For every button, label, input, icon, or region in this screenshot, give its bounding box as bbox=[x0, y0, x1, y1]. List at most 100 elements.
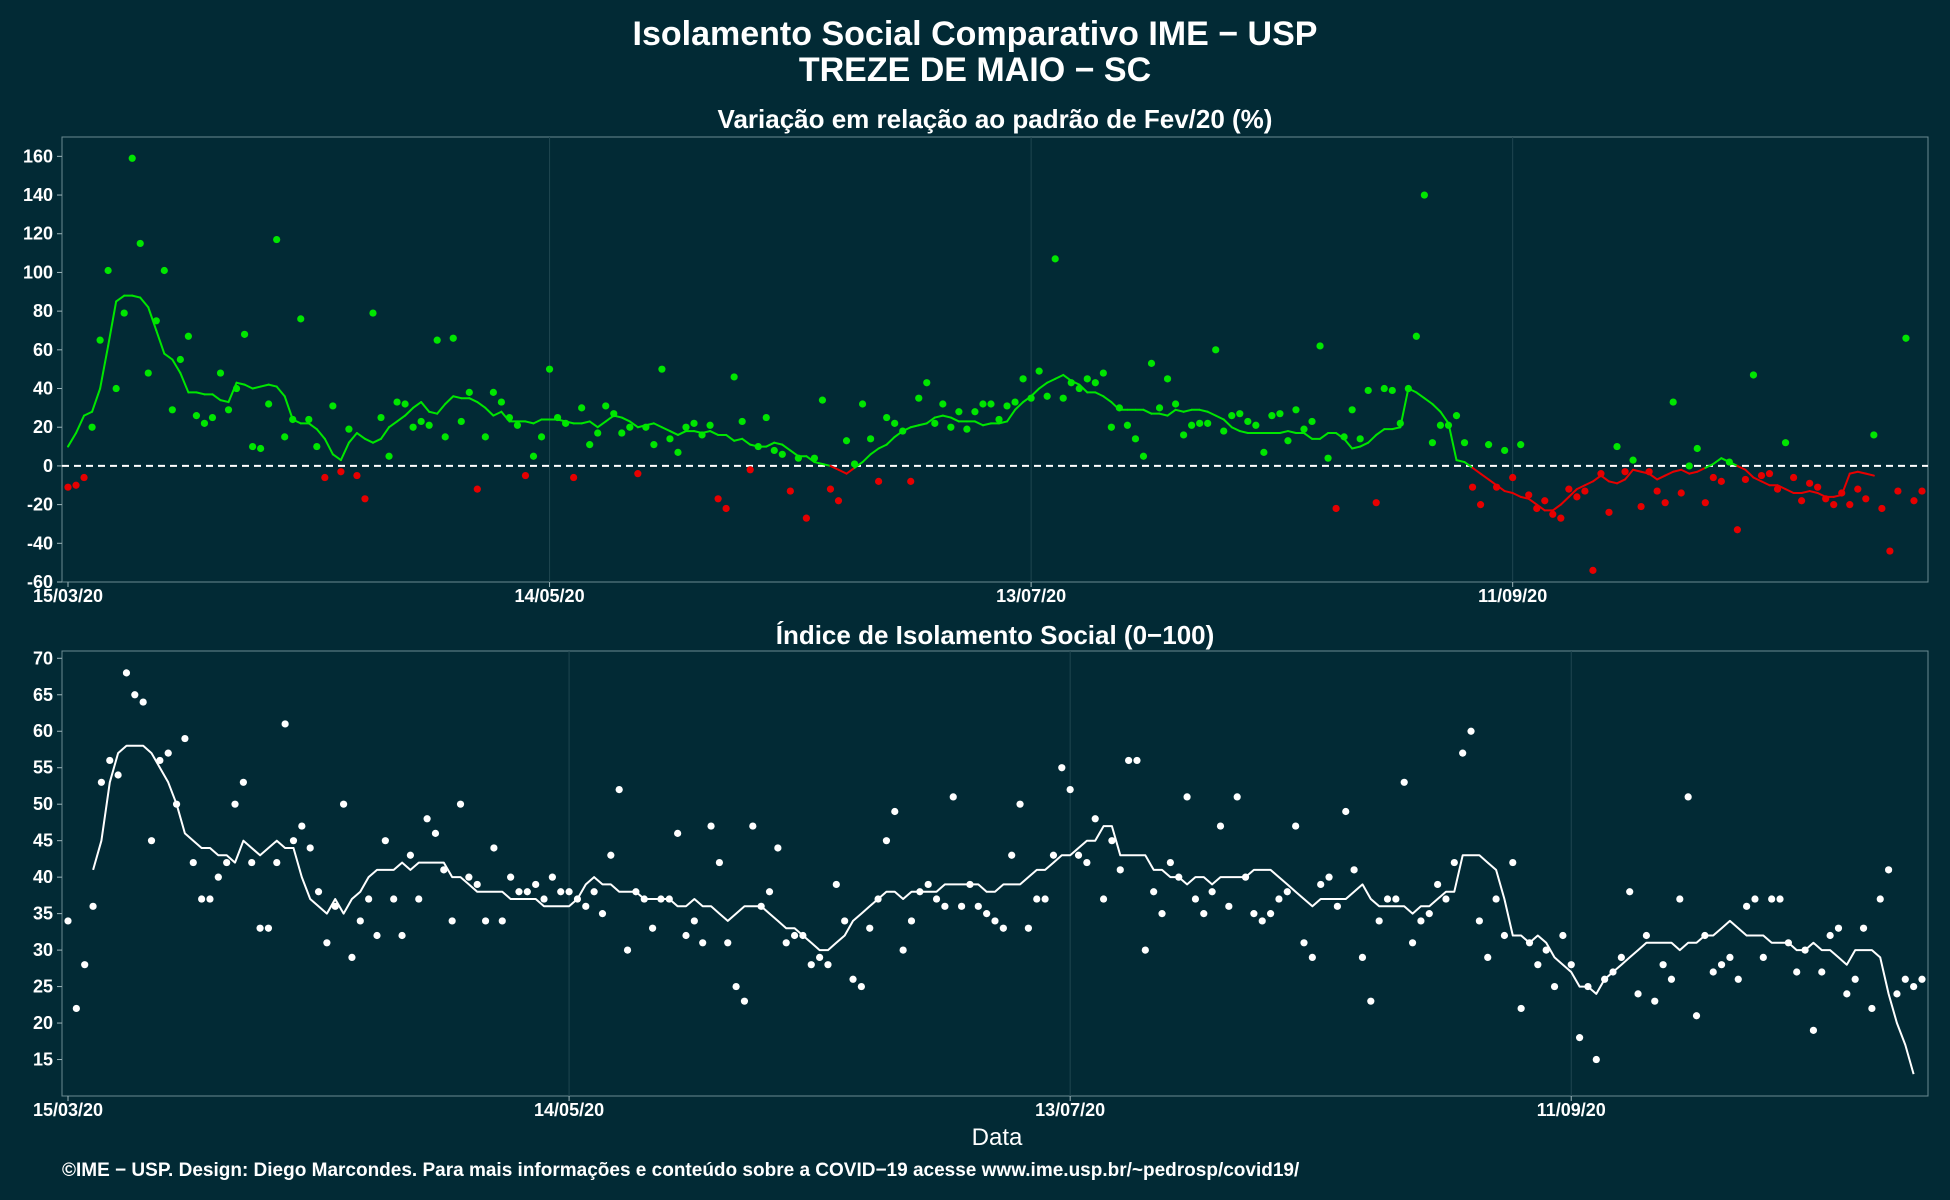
moving-average-segment bbox=[492, 410, 503, 417]
daily-point bbox=[866, 435, 875, 443]
daily-point bbox=[882, 837, 891, 845]
daily-point bbox=[724, 939, 732, 947]
daily-point bbox=[147, 837, 156, 845]
moving-average-segment bbox=[1704, 462, 1715, 469]
daily-point bbox=[931, 419, 939, 427]
moving-average-segment bbox=[219, 399, 230, 404]
moving-average-segment bbox=[652, 422, 663, 429]
daily-point bbox=[80, 473, 88, 482]
daily-point bbox=[114, 771, 122, 779]
daily-point bbox=[1059, 394, 1067, 402]
daily-point bbox=[1091, 815, 1099, 823]
daily-point bbox=[1525, 939, 1534, 947]
daily-point bbox=[782, 939, 790, 947]
daily-point bbox=[385, 452, 393, 460]
daily-point bbox=[842, 437, 851, 445]
daily-point bbox=[1163, 375, 1172, 383]
daily-point bbox=[1027, 394, 1035, 402]
daily-point bbox=[1019, 375, 1027, 383]
daily-point bbox=[1557, 514, 1565, 522]
daily-point bbox=[1741, 475, 1750, 484]
moving-average-segment bbox=[67, 432, 78, 448]
daily-point bbox=[1316, 342, 1324, 350]
moving-average-segment bbox=[813, 461, 824, 465]
daily-point bbox=[1567, 961, 1575, 969]
daily-point bbox=[390, 895, 398, 903]
daily-point bbox=[1434, 880, 1442, 889]
moving-average-segment bbox=[1519, 495, 1530, 500]
daily-point bbox=[164, 749, 172, 757]
daily-point bbox=[987, 400, 995, 408]
panel2-title: Índice de Isolamento Social (0−100) bbox=[776, 620, 1215, 650]
daily-point bbox=[799, 931, 807, 940]
daily-point bbox=[1573, 493, 1581, 501]
daily-point bbox=[465, 873, 473, 881]
x-tick-label: 14/05/20 bbox=[515, 586, 585, 606]
moving-average-segment bbox=[869, 447, 880, 456]
daily-point bbox=[1886, 547, 1894, 555]
daily-point bbox=[1333, 902, 1342, 910]
daily-point bbox=[632, 888, 640, 896]
daily-point bbox=[939, 400, 947, 408]
moving-average-segment bbox=[1038, 381, 1049, 390]
daily-point bbox=[223, 858, 231, 867]
moving-average-segment bbox=[532, 418, 543, 425]
daily-point bbox=[1751, 895, 1759, 903]
daily-point bbox=[1838, 489, 1846, 497]
daily-point bbox=[1468, 483, 1477, 491]
moving-average-segment bbox=[1463, 461, 1474, 469]
daily-point bbox=[329, 402, 337, 410]
daily-point bbox=[240, 330, 249, 338]
daily-point bbox=[1669, 398, 1677, 406]
daily-point bbox=[208, 413, 217, 422]
daily-point bbox=[1139, 452, 1148, 460]
daily-point bbox=[1493, 483, 1501, 491]
daily-point bbox=[433, 336, 441, 344]
daily-point bbox=[136, 239, 144, 248]
daily-point bbox=[273, 235, 281, 244]
daily-point bbox=[1684, 793, 1692, 801]
daily-point bbox=[361, 495, 369, 503]
daily-point bbox=[1212, 346, 1220, 354]
daily-point bbox=[1460, 439, 1469, 447]
moving-average-segment bbox=[1286, 430, 1297, 435]
moving-average-segment bbox=[420, 401, 431, 413]
moving-average-segment bbox=[331, 453, 342, 462]
daily-point bbox=[1701, 931, 1709, 940]
daily-point bbox=[1183, 793, 1191, 801]
daily-point bbox=[1325, 873, 1333, 881]
daily-point bbox=[947, 423, 955, 431]
daily-point bbox=[1894, 487, 1902, 495]
daily-point bbox=[1862, 495, 1870, 503]
daily-point bbox=[339, 800, 348, 808]
daily-point bbox=[1765, 470, 1774, 478]
y-tick-label: 70 bbox=[33, 648, 53, 668]
daily-point bbox=[818, 396, 827, 404]
moving-average-segment bbox=[171, 358, 182, 375]
daily-point bbox=[1283, 888, 1291, 896]
daily-point bbox=[1685, 462, 1693, 470]
daily-point bbox=[1798, 497, 1806, 505]
daily-point bbox=[707, 822, 715, 830]
daily-point bbox=[214, 873, 222, 881]
moving-average-segment bbox=[1760, 480, 1771, 487]
daily-point bbox=[682, 931, 690, 940]
daily-point bbox=[1878, 504, 1886, 513]
daily-point bbox=[216, 369, 225, 377]
variation-panel: 15/03/20 14/05/20 13/07/20 11/09/20 -60 -40 -2… bbox=[23, 136, 1929, 606]
moving-average-segment bbox=[1664, 470, 1675, 477]
daily-point bbox=[810, 454, 819, 462]
daily-point bbox=[1450, 858, 1458, 867]
daily-point bbox=[875, 477, 883, 485]
daily-point bbox=[598, 910, 607, 918]
daily-point bbox=[1645, 468, 1653, 476]
daily-point bbox=[1534, 961, 1542, 969]
y-tick-label: -20 bbox=[27, 495, 53, 515]
x-tick-label: 11/09/20 bbox=[1478, 586, 1547, 606]
daily-point bbox=[231, 800, 239, 808]
daily-point bbox=[1150, 888, 1158, 896]
daily-point bbox=[1565, 485, 1573, 493]
footer-credits: ©IME − USP. Design: Diego Marcondes. Par… bbox=[62, 1160, 1300, 1181]
daily-point bbox=[765, 888, 774, 896]
daily-point bbox=[1901, 975, 1909, 983]
